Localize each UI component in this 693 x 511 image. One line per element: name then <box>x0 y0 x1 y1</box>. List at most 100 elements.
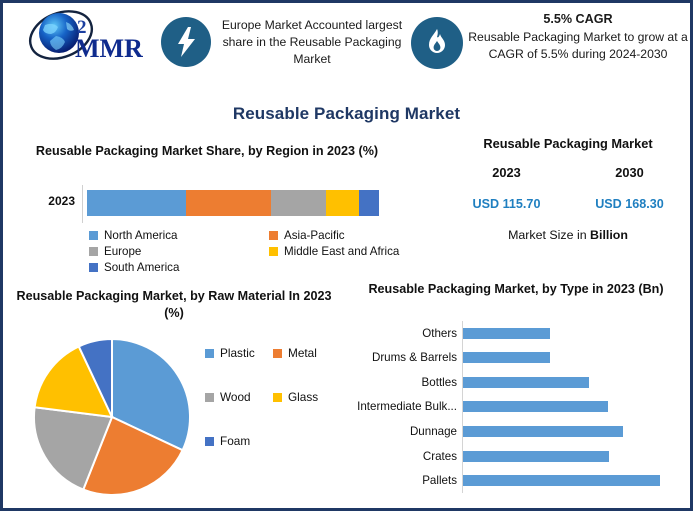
pie-slice-wood[interactable] <box>33 406 114 491</box>
legend-label: Foam <box>220 434 251 448</box>
type-bar-row: Crates <box>347 444 685 468</box>
market-size-years: 2023 2030 <box>445 165 690 180</box>
legend-item-foam[interactable]: Foam <box>205 434 273 448</box>
pie-legend: Plastic Metal Wood Glass Foam <box>205 346 350 478</box>
type-bar-row: Drums & Barrels <box>347 346 685 370</box>
market-size-values: USD 115.70 USD 168.30 <box>445 197 690 211</box>
legend-label: Metal <box>288 346 317 360</box>
market-size-year-1: 2023 <box>492 165 521 180</box>
region-chart-plot: 2023 <box>11 185 403 223</box>
type-category-label: Others <box>422 326 457 340</box>
type-bar-row: Pallets <box>347 469 685 493</box>
lightning-bolt-icon-circle <box>161 17 211 67</box>
region-legend: North America Asia-Pacific Europe Middle Ea… <box>89 227 409 275</box>
svg-text:2: 2 <box>77 17 87 38</box>
type-bar-crates[interactable] <box>463 450 610 462</box>
type-category-label: Bottles <box>421 375 457 389</box>
market-size-title: Reusable Packaging Market <box>483 136 653 151</box>
market-size-value-1: USD 115.70 <box>472 197 541 211</box>
legend-item-glass[interactable]: Glass <box>273 390 318 404</box>
legend-label: Plastic <box>220 346 255 360</box>
legend-swatch-icon <box>269 246 278 256</box>
legend-swatch-icon <box>205 348 214 358</box>
legend-swatch-icon <box>205 436 214 446</box>
type-category-label: Crates <box>422 449 457 463</box>
raw-material-chart: Reusable Packaging Market, by Raw Materi… <box>9 288 350 508</box>
logo-svg: 2 MMR <box>29 10 143 63</box>
lightning-bolt-icon <box>178 27 195 57</box>
cagr-value: 5.5% CAGR <box>543 12 613 26</box>
market-size-year-2: 2030 <box>615 165 644 180</box>
legend-label: Asia-Pacific <box>284 228 345 242</box>
legend-label: Wood <box>220 390 251 404</box>
legend-label: North America <box>104 228 178 242</box>
legend-swatch-icon <box>273 392 282 402</box>
market-size-panel: Reusable Packaging Market 2023 2030 USD … <box>445 136 690 254</box>
legend-item-wood[interactable]: Wood <box>205 390 273 404</box>
legend-item-middle-east-and-africa[interactable]: Middle East and Africa <box>269 245 399 258</box>
region-share-chart: Reusable Packaging Market Share, by Regi… <box>11 143 411 281</box>
region-segment-south-america <box>358 190 379 216</box>
type-bar-pallets[interactable] <box>463 475 660 487</box>
type-chart-title: Reusable Packaging Market, by Type in 20… <box>368 282 664 296</box>
legend-swatch-icon <box>89 246 98 256</box>
type-category-label: Drums & Barrels <box>371 351 457 365</box>
market-size-value-2: USD 168.30 <box>595 197 664 211</box>
legend-item-asia-pacific[interactable]: Asia-Pacific <box>269 229 345 242</box>
region-category-label: 2023 <box>48 194 75 208</box>
region-segment-europe <box>270 190 327 216</box>
flame-icon-circle <box>411 17 463 69</box>
type-bar-dunnage[interactable] <box>463 425 624 437</box>
legend-item-north-america[interactable]: North America <box>89 229 269 242</box>
type-bar-drums-barrels[interactable] <box>463 352 550 364</box>
legend-swatch-icon <box>269 230 278 240</box>
market-size-footnote: Market Size in Billion <box>445 228 690 242</box>
mmr-globe-logo: 2 MMR <box>15 9 143 67</box>
type-category-label: Intermediate Bulk... <box>357 400 457 414</box>
svg-text:MMR: MMR <box>75 34 143 63</box>
legend-item-plastic[interactable]: Plastic <box>205 346 273 360</box>
legend-item-south-america[interactable]: South America <box>89 261 269 274</box>
type-category-label: Pallets <box>422 474 457 488</box>
legend-swatch-icon <box>89 230 98 240</box>
pie-slice-foam[interactable] <box>77 337 113 418</box>
legend-row: Plastic Metal <box>205 346 350 390</box>
legend-swatch-icon <box>273 348 282 358</box>
legend-label: Europe <box>104 244 142 258</box>
pie-slice-metal[interactable] <box>81 415 184 496</box>
header-highlight-1-text: Europe Market Accounted largest share in… <box>221 18 403 66</box>
region-chart-title: Reusable Packaging Market Share, by Regi… <box>35 144 379 158</box>
legend-row: Wood Glass <box>205 390 350 434</box>
legend-row: Foam <box>205 434 350 478</box>
type-chart-plot: Others Drums & Barrels Bottles Intermediate… <box>347 321 685 496</box>
legend-row: North America Asia-Pacific <box>89 227 409 243</box>
header-highlight-2-text: 5.5% CAGR Reusable Packaging Market to g… <box>465 11 690 63</box>
legend-item-metal[interactable]: Metal <box>273 346 317 360</box>
legend-label: South America <box>104 260 180 274</box>
page-title: Reusable Packaging Market <box>232 104 461 123</box>
pie-svg <box>33 337 191 496</box>
type-bar-row: Intermediate Bulk... <box>347 395 685 419</box>
type-bar-row: Others <box>347 321 685 345</box>
flame-icon <box>429 29 445 53</box>
legend-label: Middle East and Africa <box>284 244 400 258</box>
legend-item-europe[interactable]: Europe <box>89 245 269 258</box>
type-bar-bottles[interactable] <box>463 376 589 388</box>
pie-chart-title: Reusable Packaging Market, by Raw Materi… <box>16 289 332 320</box>
header: 2 MMR Europe Market Accounted largest sh… <box>3 3 690 91</box>
type-bar-others[interactable] <box>463 327 550 339</box>
region-axis-line <box>82 185 83 223</box>
pie-slice-glass[interactable] <box>33 345 114 419</box>
region-segment-middle-east-and-africa <box>326 190 359 216</box>
type-bar-intermediate-bulk[interactable] <box>463 401 608 413</box>
type-category-label: Dunnage <box>409 424 457 438</box>
type-bar-row: Dunnage <box>347 419 685 443</box>
market-by-type-chart: Reusable Packaging Market, by Type in 20… <box>347 281 690 508</box>
pie-chart-graphic <box>31 336 193 498</box>
region-segment-asia-pacific <box>186 190 271 216</box>
region-segment-north-america <box>87 190 187 216</box>
pie-slice-plastic[interactable] <box>111 337 191 452</box>
legend-swatch-icon <box>89 262 98 272</box>
market-size-footnote-unit: Billion <box>590 228 628 242</box>
